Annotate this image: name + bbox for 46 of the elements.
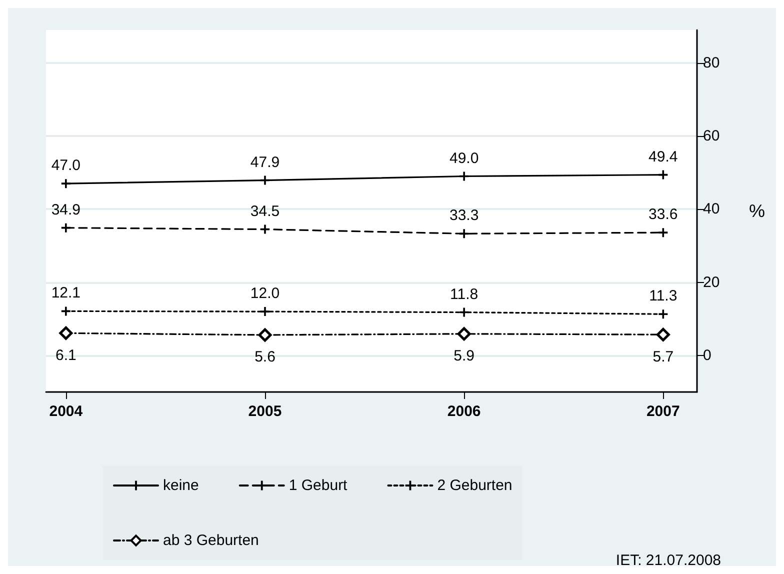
y-tick-label: 80 (703, 54, 720, 72)
data-label: 5.9 (454, 348, 475, 365)
y-tick-label: 0 (703, 346, 712, 364)
y-tick-label: 60 (703, 128, 720, 145)
data-label: 12.0 (250, 285, 280, 302)
data-label: 5.7 (652, 348, 674, 366)
x-tick-label: 2004 (49, 403, 84, 420)
point (61, 306, 70, 316)
point (260, 176, 270, 185)
point (656, 328, 670, 342)
x-tick-label: 2005 (248, 403, 282, 420)
point (59, 326, 73, 340)
data-label: 47.9 (250, 154, 280, 171)
legend-label: 1 Geburt (288, 477, 348, 494)
data-label: 33.3 (449, 207, 479, 224)
legend-label: ab 3 Geburten (163, 532, 259, 549)
point (658, 310, 668, 319)
data-label: 33.6 (648, 206, 678, 224)
text: IET: 21.07.2008 (616, 552, 722, 569)
point (460, 172, 469, 181)
point (460, 308, 469, 317)
point (260, 224, 270, 234)
data-label: 5.6 (254, 348, 276, 366)
legend-label: keine (163, 477, 199, 494)
legend-label: 2 Geburten (437, 477, 512, 494)
y-axis-title: % (749, 201, 766, 221)
data-label: 6.1 (55, 346, 76, 364)
y-tick-label: 40 (703, 200, 720, 218)
data-label: 49.0 (449, 150, 479, 167)
point (658, 228, 668, 238)
point (61, 179, 70, 188)
x-tick-label: 2007 (646, 403, 680, 420)
point (258, 328, 272, 342)
point (61, 223, 70, 232)
y-tick-label: 20 (703, 274, 720, 291)
data-label: 34.9 (51, 201, 81, 218)
point (260, 307, 270, 316)
data-label: 11.8 (450, 286, 478, 303)
point (457, 327, 471, 341)
data-label: 12.1 (51, 284, 81, 302)
x-tick-label: 2006 (447, 403, 481, 420)
point (460, 229, 469, 238)
data-label: 47.0 (51, 157, 81, 174)
data-label: 49.4 (648, 148, 678, 166)
data-label: 11.3 (649, 288, 678, 305)
data-label: 34.5 (250, 202, 280, 220)
